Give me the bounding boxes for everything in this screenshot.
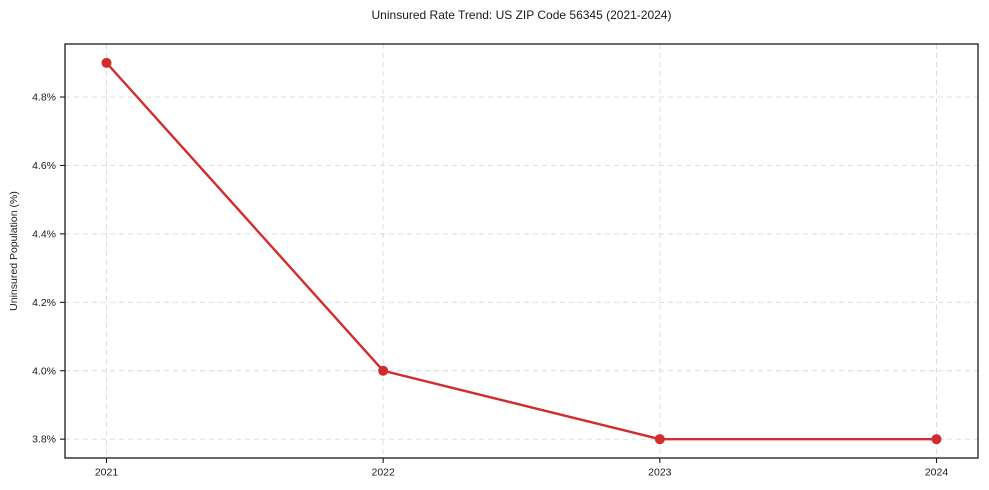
y-tick-label: 4.2% (32, 297, 56, 309)
x-tick-label: 2022 (371, 467, 395, 479)
y-tick-label: 4.4% (32, 228, 56, 240)
data-point-marker (654, 434, 665, 445)
x-tick-label: 2023 (648, 467, 672, 479)
y-tick-label: 4.8% (32, 92, 56, 104)
data-point-marker (101, 57, 112, 68)
data-point-marker (931, 434, 942, 445)
y-tick-label: 3.8% (32, 434, 56, 446)
y-tick-label: 4.0% (32, 365, 56, 377)
trend-line (105, 61, 938, 441)
plot-border (64, 43, 979, 459)
chart-title: Uninsured Rate Trend: US ZIP Code 56345 … (371, 8, 672, 22)
data-point-marker (378, 365, 389, 376)
x-tick-label: 2021 (95, 467, 119, 479)
y-tick-label: 4.6% (32, 160, 56, 172)
x-tick-label: 2024 (925, 467, 949, 479)
